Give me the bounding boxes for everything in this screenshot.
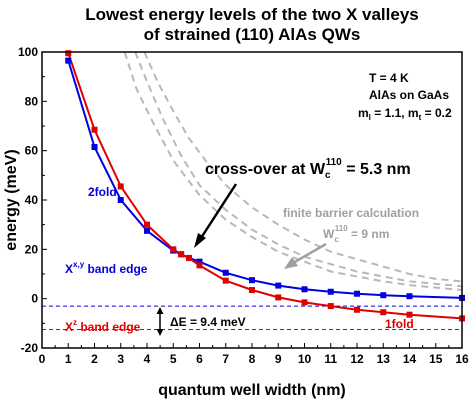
x-tick-label: 15	[429, 352, 443, 366]
wc-finite-label: Wc110 = 9 nm	[323, 224, 389, 244]
series-2fold-point	[196, 258, 203, 265]
series-1fold-point	[301, 299, 308, 306]
y-tick-label: 100	[18, 45, 38, 59]
series-2fold-point	[301, 286, 308, 293]
series-1fold-point	[91, 126, 98, 133]
series-2fold-point	[327, 288, 334, 295]
x-tick-label: 14	[403, 352, 417, 366]
x-tick-label: 1	[65, 352, 72, 366]
finite-barrier-arrow	[284, 242, 327, 269]
x-tick-label: 4	[144, 352, 151, 366]
series-2fold-point	[249, 277, 255, 284]
x-tick-label: 9	[275, 352, 282, 366]
series-2fold-point	[275, 282, 282, 289]
y-axis-ticks: -20 0 20 40 60 80 100	[18, 45, 47, 355]
y-tick-label: -20	[21, 341, 39, 355]
x-tick-label: 6	[196, 352, 203, 366]
finite-barrier-label: finite barrier calculation	[283, 206, 419, 220]
series-1fold-point	[222, 277, 229, 284]
series-1fold-point	[196, 262, 203, 269]
series-1fold-point	[144, 221, 150, 228]
series-1fold-point	[327, 303, 334, 310]
crossover-label: cross-over at Wc110 = 5.3 nm	[205, 157, 411, 181]
finite-barrier-curve-1	[123, 52, 462, 291]
info-masses: ml = 1.1, mt = 0.2	[358, 106, 452, 122]
series-1fold-point	[186, 254, 192, 261]
x-tick-label: 10	[298, 352, 312, 366]
x-tick-label: 0	[39, 352, 46, 366]
series-2fold-point	[380, 292, 387, 299]
info-substrate: AlAs on GaAs	[369, 88, 449, 102]
x-axis-ticks: 0 1 2 3 4 5 6 7 8 9 10 11 12 13 14 15 16	[39, 343, 469, 366]
series-2fold-point	[144, 227, 150, 234]
finite-barrier-curves	[123, 52, 462, 291]
label-1fold: 1fold	[385, 317, 414, 331]
band-edges	[42, 305, 462, 330]
delta-e-label: ΔE = 9.4 meV	[170, 315, 246, 329]
y-tick-label: 40	[25, 193, 39, 207]
series-1fold-point	[354, 306, 360, 313]
crossover-arrow	[194, 183, 238, 248]
y-tick-label: 20	[25, 242, 39, 256]
x-tick-label: 16	[455, 352, 469, 366]
x-tick-label: 3	[117, 352, 124, 366]
series-2fold-point	[354, 290, 360, 297]
series-2fold-point	[222, 269, 229, 276]
series-1fold-point	[178, 251, 185, 258]
y-tick-label: 0	[31, 292, 38, 306]
label-2fold: 2fold	[88, 185, 117, 199]
z-band-edge-label: Xz band edge	[65, 318, 141, 334]
x-tick-label: 2	[91, 352, 98, 366]
series-1fold-point	[65, 50, 72, 57]
y-tick-label: 60	[25, 144, 39, 158]
series-1fold-point	[380, 309, 387, 316]
series-1fold-point	[117, 183, 124, 190]
finite-barrier-curve-2	[134, 52, 462, 288]
series-2fold-point	[65, 57, 72, 64]
x-axis-label: quantum well width (nm)	[158, 382, 346, 399]
chart-title-line2: of strained (110) AlAs QWs	[144, 25, 361, 44]
series-2fold-point	[406, 293, 413, 300]
series-1fold-point	[406, 311, 413, 318]
series-1fold-point	[249, 287, 255, 294]
x-tick-label: 5	[170, 352, 177, 366]
x-tick-label: 13	[377, 352, 391, 366]
x-tick-label: 8	[249, 352, 256, 366]
series-2fold-point	[91, 143, 98, 150]
y-axis-label: energy (meV)	[3, 149, 20, 250]
series-2fold-point	[117, 197, 124, 203]
delta-e-arrow	[156, 307, 164, 336]
series-1fold-point	[275, 294, 282, 301]
finite-barrier-curve-3	[143, 52, 462, 283]
chart-title-line1: Lowest energy levels of the two X valley…	[85, 5, 419, 24]
x-tick-label: 7	[222, 352, 229, 366]
y-tick-label: 80	[25, 94, 39, 108]
series-1fold-point	[170, 246, 177, 253]
x-tick-label: 12	[350, 352, 364, 366]
x-band-edge-label: Xx,y band edge	[65, 260, 148, 276]
info-temperature: T = 4 K	[369, 71, 409, 85]
x-tick-label: 11	[324, 352, 337, 366]
